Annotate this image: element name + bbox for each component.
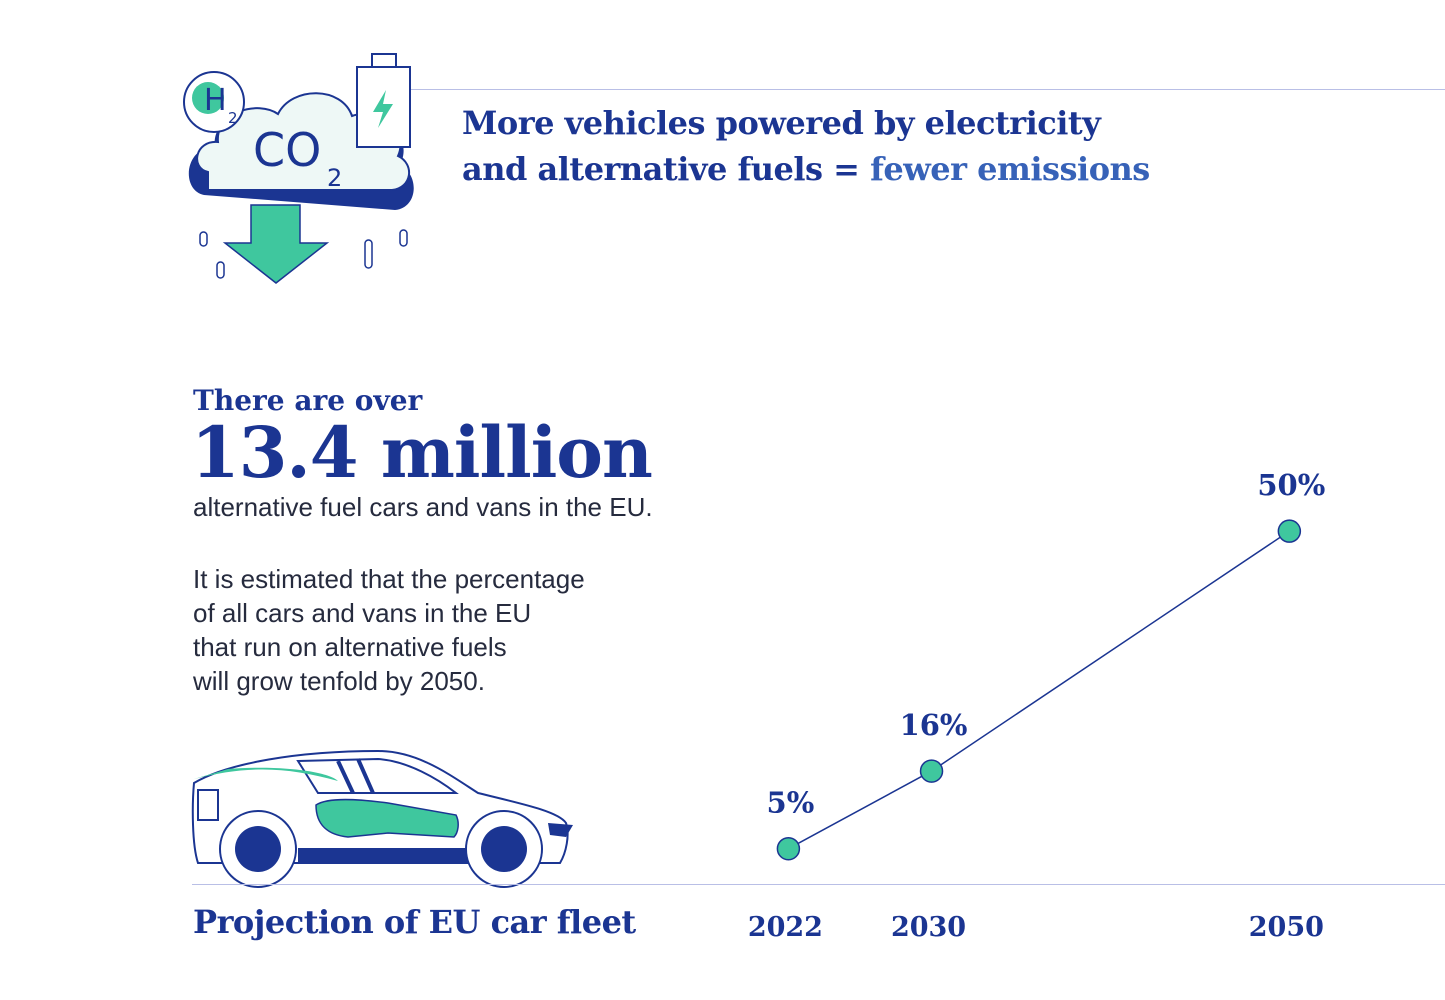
svg-text:CO: CO [253, 123, 321, 177]
data-label: 5% [767, 786, 815, 820]
arrow-down-icon [222, 204, 330, 284]
stat-description: It is estimated that the percentage of a… [193, 564, 585, 696]
headline-line-2: and alternative fuels = fewer emissions [462, 146, 1222, 192]
chart-baseline [192, 884, 1445, 885]
headline: More vehicles powered by electricity and… [462, 100, 1222, 192]
stat-intro: There are over [193, 384, 423, 417]
data-point [1277, 519, 1302, 543]
stat-big-number: 13.4 million [191, 411, 653, 494]
svg-text:H: H [204, 83, 227, 118]
car-accent [315, 798, 459, 838]
lightning-icon [373, 90, 393, 128]
emissions-icon: H 2 CO 2 [183, 53, 414, 284]
headline-line-1: More vehicles powered by electricity [462, 104, 1101, 142]
x-tick-label: 2022 [748, 912, 823, 943]
data-point [776, 836, 801, 861]
car-window [296, 757, 459, 794]
series-line [788, 530, 1290, 850]
data-label: 16% [900, 708, 968, 742]
data-point [919, 759, 944, 783]
headline-highlight: fewer emissions [870, 150, 1150, 188]
headline-prefix: and alternative fuels = [462, 150, 871, 188]
data-label: 50% [1257, 468, 1325, 502]
header-rule [405, 89, 1445, 90]
car-illustration [191, 749, 573, 888]
x-tick-label: 2050 [1249, 912, 1324, 943]
chart-title: Projection of EU car fleet [193, 903, 636, 941]
x-tick-label: 2030 [891, 912, 966, 943]
svg-text:2: 2 [327, 164, 342, 192]
svg-text:2: 2 [228, 109, 238, 127]
cloud-body [196, 92, 410, 191]
car-stripe [194, 767, 338, 781]
stat-subtitle: alternative fuel cars and vans in the EU… [193, 492, 653, 522]
